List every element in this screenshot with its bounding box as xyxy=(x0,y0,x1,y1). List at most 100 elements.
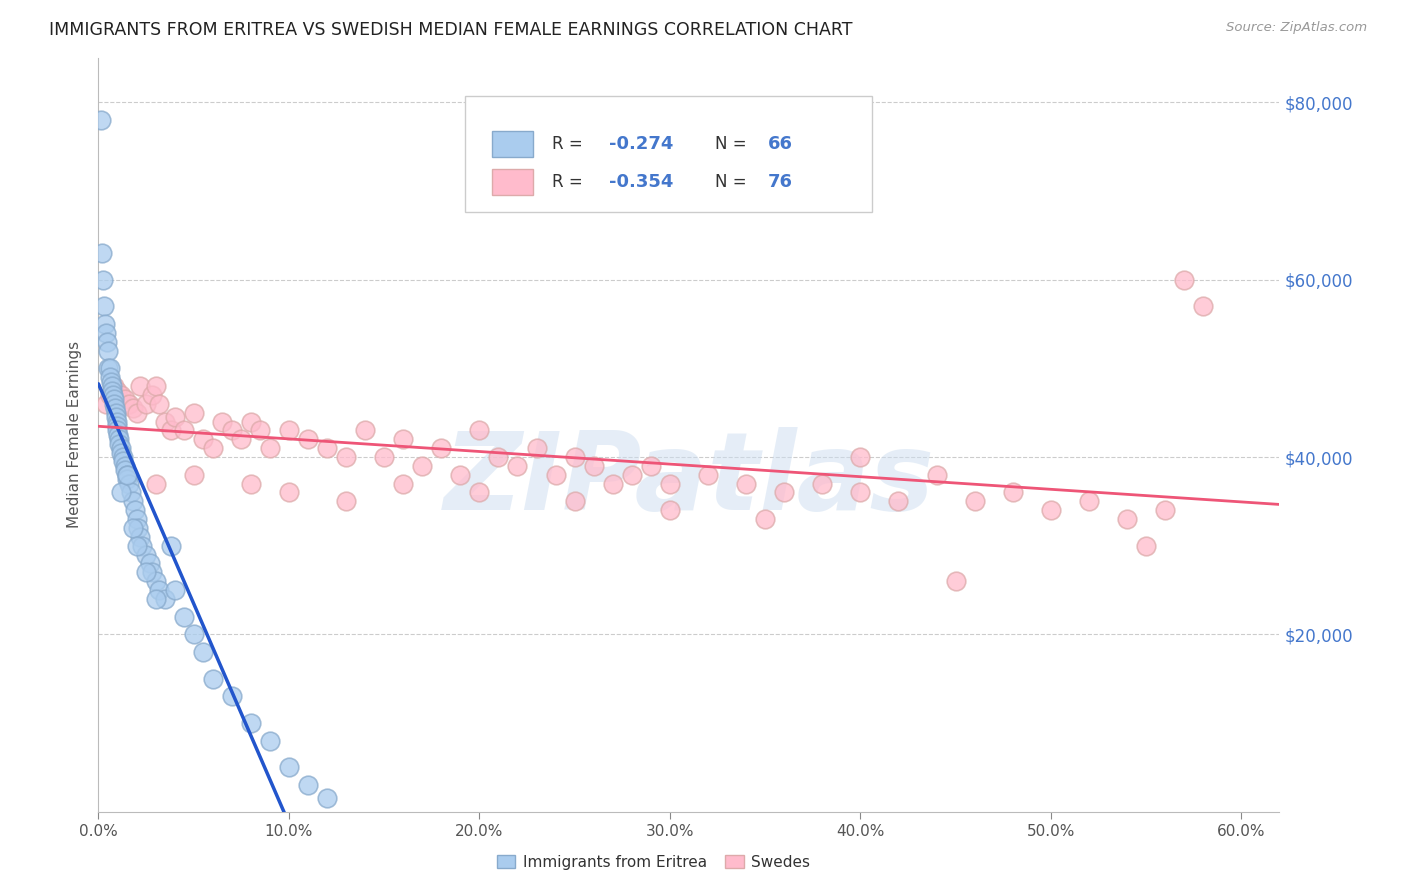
Text: R =: R = xyxy=(553,173,588,191)
Point xyxy=(110,388,132,402)
Point xyxy=(145,591,167,606)
Point xyxy=(107,384,129,398)
Point xyxy=(754,512,776,526)
Point xyxy=(104,401,127,416)
Point xyxy=(183,467,205,482)
Point xyxy=(392,476,415,491)
Point xyxy=(148,397,170,411)
Point xyxy=(277,424,299,438)
Point xyxy=(277,485,299,500)
Point xyxy=(193,432,215,446)
Point xyxy=(125,539,148,553)
Point xyxy=(148,582,170,597)
Point xyxy=(316,441,339,455)
Point xyxy=(94,317,117,331)
Point xyxy=(145,476,167,491)
Point xyxy=(640,458,662,473)
Point xyxy=(297,778,319,792)
Point xyxy=(849,485,872,500)
Point xyxy=(526,441,548,455)
Point xyxy=(110,485,132,500)
Point xyxy=(115,467,138,482)
Point xyxy=(159,424,181,438)
FancyBboxPatch shape xyxy=(464,95,872,212)
Point xyxy=(121,401,143,416)
Point xyxy=(735,476,758,491)
Point xyxy=(115,467,138,482)
Point xyxy=(107,424,129,438)
Point xyxy=(115,472,138,486)
Point xyxy=(94,326,117,340)
Point xyxy=(506,458,529,473)
Point xyxy=(118,397,141,411)
Point xyxy=(1135,539,1157,553)
Point xyxy=(163,582,186,597)
Point xyxy=(96,334,118,349)
Point xyxy=(145,379,167,393)
Point xyxy=(1154,503,1177,517)
Point xyxy=(112,454,135,468)
Point xyxy=(125,406,148,420)
Point xyxy=(544,467,567,482)
Text: -0.274: -0.274 xyxy=(609,136,673,153)
Point xyxy=(658,476,681,491)
Point xyxy=(697,467,720,482)
Point xyxy=(91,246,114,260)
Point xyxy=(90,113,112,128)
Point xyxy=(107,419,129,434)
Point xyxy=(129,530,152,544)
Point xyxy=(94,397,117,411)
Point xyxy=(108,432,131,446)
Point xyxy=(127,521,149,535)
Text: ZIPatlas: ZIPatlas xyxy=(443,427,935,533)
Point xyxy=(108,436,131,450)
Point xyxy=(114,458,136,473)
Point xyxy=(131,539,153,553)
Point xyxy=(564,450,586,464)
Point xyxy=(121,521,143,535)
Point xyxy=(620,467,643,482)
Legend: Immigrants from Eritrea, Swedes: Immigrants from Eritrea, Swedes xyxy=(491,848,817,876)
Point xyxy=(249,424,271,438)
Point xyxy=(107,427,129,442)
Point xyxy=(120,485,142,500)
Point xyxy=(173,424,195,438)
Point xyxy=(103,397,125,411)
Point xyxy=(125,512,148,526)
Point xyxy=(114,392,136,407)
Point xyxy=(100,384,122,398)
Point xyxy=(104,406,127,420)
Point xyxy=(98,370,121,384)
Point xyxy=(124,503,146,517)
Point xyxy=(468,485,491,500)
Point xyxy=(277,760,299,774)
Text: N =: N = xyxy=(714,173,752,191)
Point xyxy=(112,450,135,464)
Point xyxy=(114,463,136,477)
Point xyxy=(488,450,510,464)
Point xyxy=(449,467,471,482)
Point xyxy=(93,299,115,313)
Point xyxy=(335,494,357,508)
Point xyxy=(201,441,224,455)
Text: N =: N = xyxy=(714,136,752,153)
Point xyxy=(141,388,163,402)
Point xyxy=(98,361,121,376)
Point xyxy=(392,432,415,446)
Point xyxy=(582,458,605,473)
Point xyxy=(925,467,948,482)
Point xyxy=(159,539,181,553)
Point xyxy=(297,432,319,446)
Point xyxy=(193,645,215,659)
Point xyxy=(231,432,253,446)
Text: 76: 76 xyxy=(768,173,793,191)
Point xyxy=(100,379,122,393)
Point xyxy=(211,415,233,429)
Bar xyxy=(492,169,533,195)
Point xyxy=(239,415,262,429)
Text: 66: 66 xyxy=(768,136,793,153)
Point xyxy=(163,410,186,425)
Point xyxy=(1078,494,1101,508)
Point xyxy=(1173,273,1195,287)
Point xyxy=(201,672,224,686)
